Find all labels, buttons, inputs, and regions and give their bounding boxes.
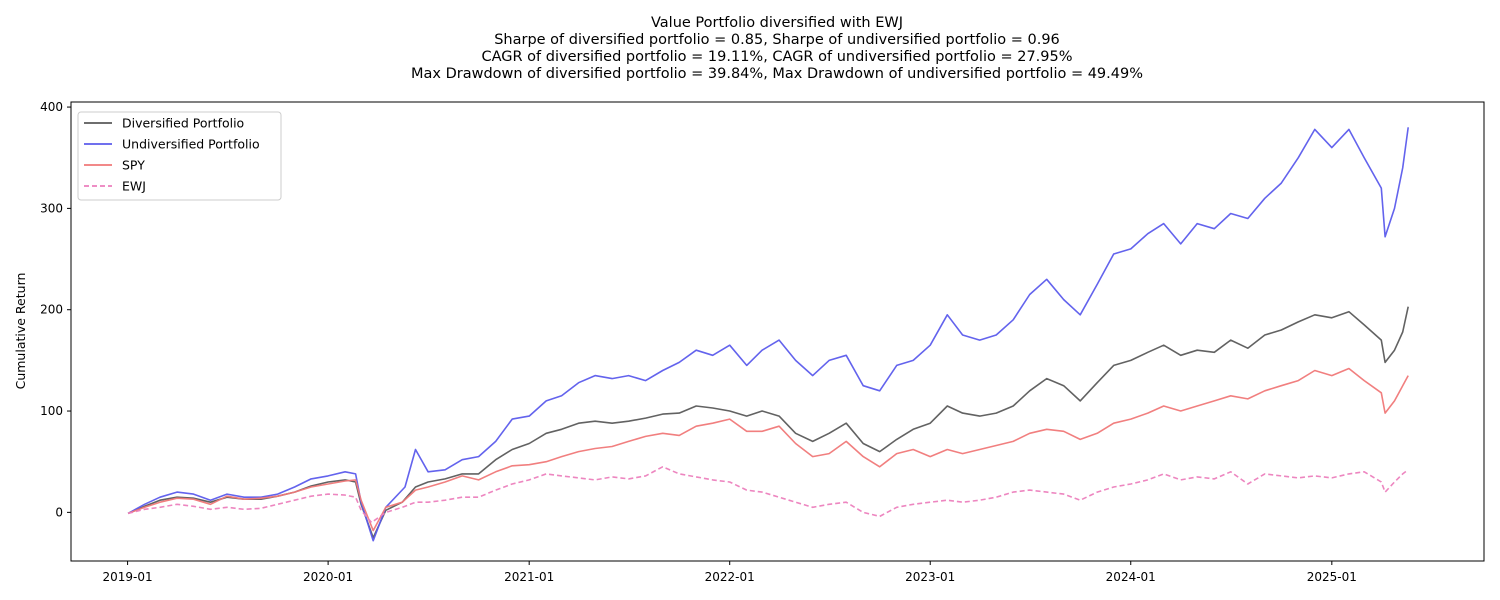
y-tick-label: 0 — [55, 505, 63, 519]
legend-label-1: Undiversified Portfolio — [122, 137, 260, 152]
series-lines — [127, 127, 1409, 542]
chart-subtitle-drawdown: Max Drawdown of diversified portfolio = … — [411, 66, 1143, 82]
series-line-1 — [127, 127, 1409, 542]
x-tick-label: 2024-01 — [1106, 570, 1156, 584]
x-tick-label: 2023-01 — [905, 570, 955, 584]
chart-title-line: Value Portfolio diversified with EWJ — [651, 15, 903, 31]
legend-label-2: SPY — [122, 158, 145, 173]
legend-frame — [77, 111, 282, 201]
chart-title: Value Portfolio diversified with EWJ Sha… — [411, 15, 1143, 82]
y-axis: 0 100 200 300 400 — [40, 100, 71, 519]
legend-label-0: Diversified Portfolio — [122, 116, 244, 131]
legend-label-3: EWJ — [122, 179, 146, 194]
y-tick-label: 400 — [40, 100, 63, 114]
x-tick-label: 2025-01 — [1307, 570, 1357, 584]
y-axis-label: Cumulative Return — [13, 273, 28, 390]
series-line-2 — [127, 367, 1409, 532]
y-tick-label: 200 — [40, 303, 63, 317]
chart-subtitle-sharpe: Sharpe of diversified portfolio = 0.85, … — [494, 32, 1060, 48]
x-tick-label: 2019-01 — [103, 570, 153, 584]
legend: Diversified Portfolio Undiversified Portf… — [77, 111, 282, 201]
chart-subtitle-cagr: CAGR of diversified portfolio = 19.11%, … — [481, 49, 1072, 65]
y-tick-label: 100 — [40, 404, 63, 418]
x-tick-label: 2022-01 — [705, 570, 755, 584]
series-line-3 — [127, 466, 1409, 524]
plot-frame — [70, 101, 1485, 562]
y-tick-label: 300 — [40, 201, 63, 215]
x-axis: 2019-01 2020-01 2021-01 2022-01 2023-01 2024-… — [103, 561, 1357, 584]
x-tick-label: 2021-01 — [504, 570, 554, 584]
x-tick-label: 2020-01 — [303, 570, 353, 584]
